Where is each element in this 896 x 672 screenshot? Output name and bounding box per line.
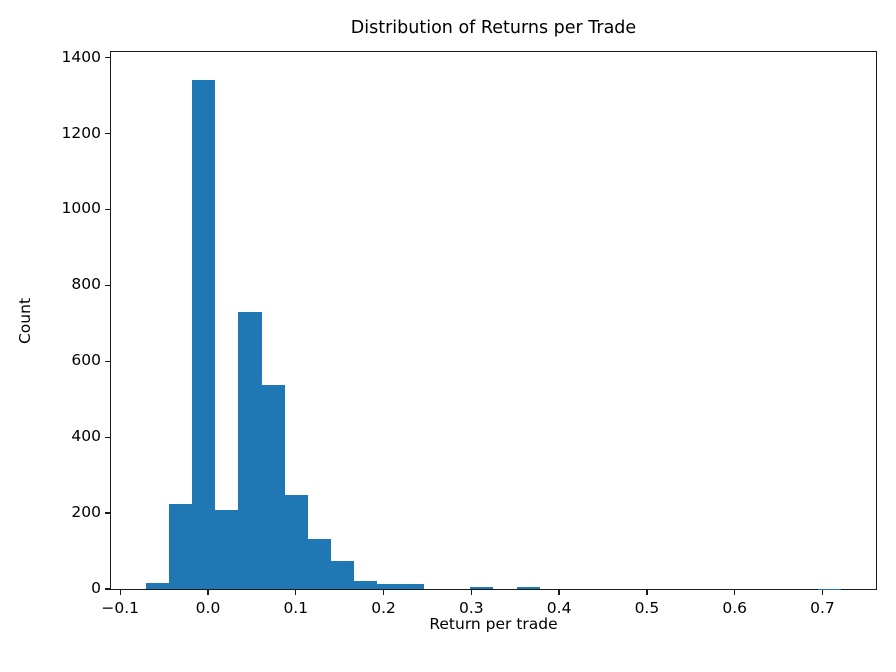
x-tick-label: 0.3 — [459, 599, 484, 617]
x-tick-label: 0.2 — [371, 599, 396, 617]
histogram-bar — [192, 80, 216, 589]
x-tick-mark — [646, 590, 648, 596]
y-tick-label: 1000 — [61, 199, 101, 218]
x-tick-mark — [382, 590, 385, 596]
y-tick-mark — [104, 132, 110, 135]
histogram-bar — [145, 583, 169, 589]
histogram-bar — [516, 587, 540, 589]
histogram-bar — [377, 584, 401, 589]
x-tick-label: 0.4 — [546, 599, 572, 617]
x-tick-mark — [207, 590, 209, 596]
y-tick-mark — [104, 512, 110, 514]
x-axis-label: Return per trade — [429, 615, 558, 633]
x-tick-label: 0.5 — [634, 599, 660, 617]
histogram-bar — [284, 494, 308, 589]
histogram-bar — [215, 510, 239, 589]
y-tick-label: 200 — [71, 503, 101, 522]
y-tick-mark — [104, 360, 110, 362]
y-tick-label: 1400 — [61, 47, 101, 66]
y-tick-mark — [104, 588, 110, 590]
y-axis-label: Count — [16, 297, 34, 344]
histogram-bar — [168, 503, 193, 589]
x-tick-mark — [119, 590, 121, 596]
histogram-bar — [400, 584, 424, 589]
y-tick-label: 1200 — [61, 123, 101, 142]
x-tick-label: −0.1 — [101, 599, 140, 617]
histogram-bar — [470, 587, 494, 589]
y-tick-mark — [104, 284, 110, 287]
x-tick-mark — [295, 590, 297, 596]
y-tick-mark — [104, 436, 110, 438]
x-tick-label: 0.0 — [195, 599, 221, 617]
x-tick-label: 0.7 — [810, 599, 835, 617]
y-tick-mark — [104, 57, 110, 59]
x-tick-mark — [470, 590, 472, 596]
plot-area: Distribution of Returns per Trade −0.1 0.… — [16, 18, 877, 633]
y-tick-label: 800 — [71, 275, 101, 294]
y-tick-label: 600 — [71, 351, 101, 370]
x-tick-mark — [558, 590, 560, 596]
y-tick-label: 0 — [91, 579, 101, 597]
histogram-bar — [307, 538, 332, 589]
x-tick-label: 0.1 — [283, 599, 309, 617]
y-tick-mark — [104, 208, 110, 211]
histogram-bar — [238, 312, 262, 589]
histogram-bar — [331, 561, 355, 589]
x-tick-label: 0.6 — [722, 599, 747, 617]
x-tick-mark — [821, 590, 824, 596]
histogram-bar — [261, 384, 285, 589]
x-tick-mark — [734, 590, 736, 596]
chart-title: Distribution of Returns per Trade — [350, 18, 637, 38]
y-tick-label: 400 — [71, 427, 101, 446]
histogram-bar — [354, 580, 378, 589]
